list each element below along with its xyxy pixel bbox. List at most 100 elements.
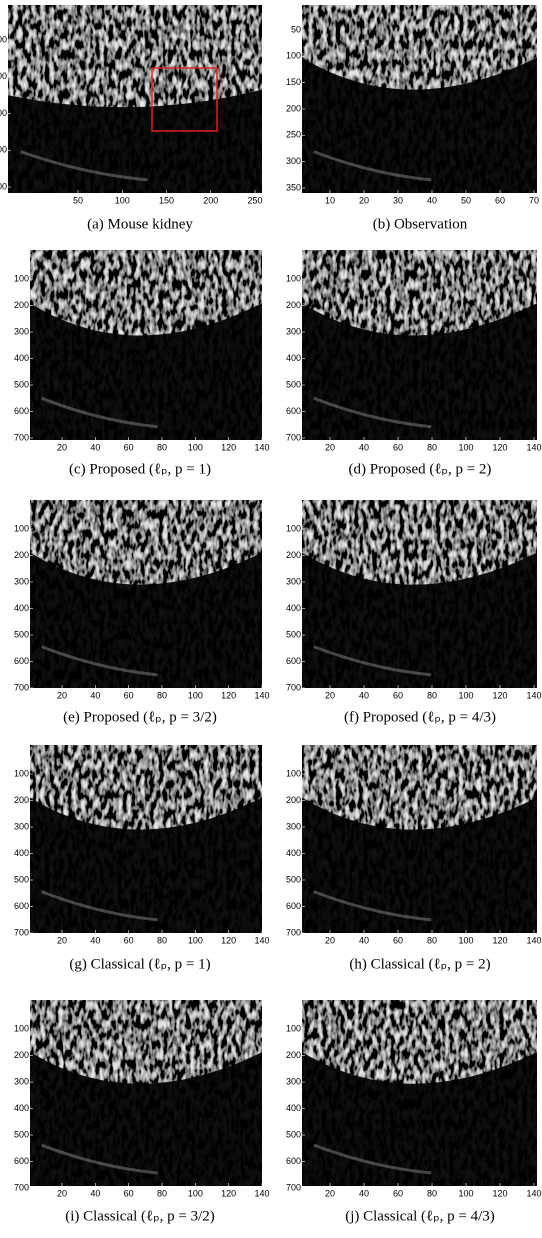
- x-tick-label: 20: [325, 690, 335, 700]
- y-tick-label: 400: [286, 603, 301, 613]
- y-tick-label: 300: [286, 156, 301, 166]
- x-tick-label: 100: [458, 442, 473, 452]
- lower-echo: [313, 150, 432, 182]
- y-tick-label: 250: [286, 130, 301, 140]
- x-tick-label: 20: [325, 442, 335, 452]
- y-tick-label: 600: [14, 406, 29, 416]
- y-tick-label: 600: [286, 656, 301, 666]
- caption: (i) Classical (ℓₚ, p = 3/2): [65, 1208, 215, 1224]
- x-tick-label: 140: [254, 935, 269, 945]
- y-tick-label: 300: [286, 326, 301, 336]
- y-tick-label: 50: [291, 24, 301, 34]
- y-tick-label: 700: [14, 1182, 29, 1192]
- y-tick-label: 600: [286, 406, 301, 416]
- x-tick-label: 80: [157, 690, 167, 700]
- x-tick-label: 80: [157, 935, 167, 945]
- x-tick-label: 60: [393, 1188, 403, 1198]
- x-tick-label: 140: [526, 1188, 541, 1198]
- y-tick-label: 200: [286, 795, 301, 805]
- x-tick-label: 140: [254, 1188, 269, 1198]
- x-tick-label: 40: [359, 1188, 369, 1198]
- caption: (f) Proposed (ℓₚ, p = 4/3): [344, 709, 496, 725]
- region-box: [151, 67, 218, 132]
- y-tick-label: 700: [14, 682, 29, 692]
- x-tick-label: 100: [458, 1188, 473, 1198]
- caption: (j) Classical (ℓₚ, p = 4/3): [345, 1208, 495, 1224]
- y-tick-label: 700: [286, 682, 301, 692]
- y-tick-label: 400: [14, 1103, 29, 1113]
- x-tick-label: 100: [188, 442, 203, 452]
- lower-echo: [313, 645, 432, 677]
- lower-echo: [41, 890, 158, 922]
- y-tick-label: 200: [14, 550, 29, 560]
- x-tick-label: 120: [492, 690, 507, 700]
- y-tick-label: 400: [286, 848, 301, 858]
- dark-region: [30, 797, 262, 933]
- x-tick-label: 120: [221, 1188, 236, 1198]
- x-tick-label: 20: [57, 442, 67, 452]
- y-tick-label: 300: [14, 821, 29, 831]
- x-tick-label: 20: [359, 195, 369, 205]
- x-tick-label: 60: [495, 195, 505, 205]
- y-tick-label: 500: [14, 629, 29, 639]
- caption: (c) Proposed (ℓₚ, p = 1): [69, 461, 211, 477]
- x-tick-label: 50: [73, 195, 83, 205]
- x-tick-label: 60: [124, 1188, 134, 1198]
- x-tick-label: 80: [157, 1188, 167, 1198]
- lower-echo: [20, 150, 148, 182]
- x-tick-label: 100: [115, 195, 130, 205]
- y-tick-label: 400: [14, 353, 29, 363]
- dark-region: [302, 552, 537, 688]
- y-tick-label: 100: [286, 1023, 301, 1033]
- x-tick-label: 60: [124, 690, 134, 700]
- x-tick-label: 50: [461, 195, 471, 205]
- y-tick-label: 300: [14, 1076, 29, 1086]
- x-tick-label: 120: [221, 690, 236, 700]
- y-tick-label: 500: [286, 379, 301, 389]
- dark-region: [30, 552, 262, 688]
- y-tick-label: 150: [286, 77, 301, 87]
- x-tick-label: 120: [221, 442, 236, 452]
- y-tick-label: 300: [286, 576, 301, 586]
- y-tick-label: 300: [14, 326, 29, 336]
- y-tick-label: 500: [286, 874, 301, 884]
- y-tick-label: 200: [286, 550, 301, 560]
- x-tick-label: 20: [325, 935, 335, 945]
- y-tick-label: 100: [14, 1023, 29, 1033]
- y-tick-label: 350: [286, 182, 301, 192]
- y-tick-label: 100: [286, 523, 301, 533]
- y-tick-label: 500: [14, 379, 29, 389]
- panel: 20 40 60 80 100 120 140 100 200 300 400 500 600 700 (g…: [14, 745, 270, 972]
- y-tick-label: 200: [286, 1050, 301, 1060]
- x-tick-label: 80: [157, 442, 167, 452]
- y-tick-label: 100: [286, 51, 301, 61]
- x-tick-label: 30: [393, 195, 403, 205]
- x-tick-label: 120: [492, 1188, 507, 1198]
- lower-echo: [41, 645, 158, 677]
- x-tick-label: 100: [188, 1188, 203, 1198]
- x-tick-label: 20: [57, 1188, 67, 1198]
- y-tick-label: 400: [286, 353, 301, 363]
- x-tick-label: 40: [427, 195, 437, 205]
- y-tick-label: 100: [286, 768, 301, 778]
- y-tick-label: 500: [14, 874, 29, 884]
- x-tick-label: 40: [359, 935, 369, 945]
- x-tick-label: 10: [325, 195, 335, 205]
- x-tick-label: 100: [188, 690, 203, 700]
- y-tick-label: 700: [14, 432, 29, 442]
- x-tick-label: 140: [254, 690, 269, 700]
- x-tick-label: 40: [90, 935, 100, 945]
- x-tick-label: 80: [427, 935, 437, 945]
- y-tick-label: 200: [14, 300, 29, 310]
- x-tick-label: 250: [247, 195, 262, 205]
- x-tick-label: 100: [458, 935, 473, 945]
- x-tick-label: 80: [427, 442, 437, 452]
- y-tick-label: 300: [286, 1076, 301, 1086]
- x-tick-label: 80: [427, 690, 437, 700]
- y-tick-label: 600: [286, 901, 301, 911]
- panel: 20 40 60 80 100 120 140 100 200 300 400 500 600 700 (c…: [14, 250, 270, 477]
- y-tick-label: 200: [14, 795, 29, 805]
- x-tick-label: 140: [526, 690, 541, 700]
- y-tick-label: 700: [286, 927, 301, 937]
- y-tick-label: 300: [14, 576, 29, 586]
